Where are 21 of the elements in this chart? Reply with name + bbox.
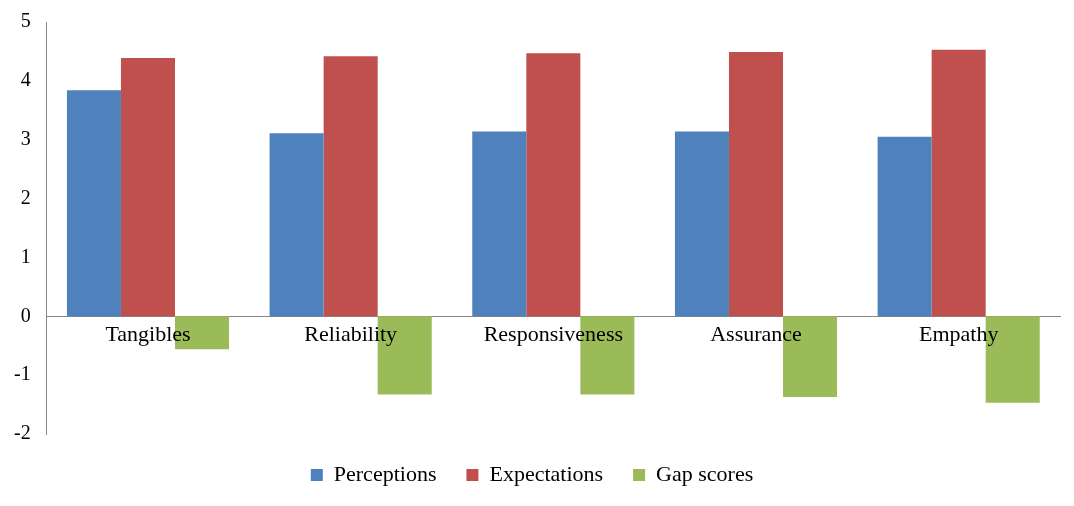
bar: [674, 131, 729, 317]
bar: [66, 90, 121, 317]
legend-label: Expectations: [489, 460, 604, 486]
y-tick-label: -2: [13, 421, 31, 444]
y-tick-label: 4: [20, 68, 31, 91]
bar: [472, 131, 527, 317]
legend-label: Gap scores: [656, 460, 754, 486]
bar: [120, 57, 176, 317]
y-tick-label: 2: [20, 185, 31, 208]
bar: [728, 52, 784, 317]
bar: [931, 49, 986, 317]
bar: [526, 53, 581, 317]
y-tick-label: 5: [20, 9, 31, 32]
y-tick-label: 0: [20, 303, 31, 326]
legend-label: Perceptions: [333, 460, 437, 486]
bar: [269, 133, 324, 317]
bar: [323, 56, 378, 317]
bar: [877, 136, 932, 317]
y-tick-label: 1: [20, 244, 31, 267]
y-tick-label: 3: [20, 126, 31, 149]
y-tick-label: -1: [13, 362, 31, 385]
